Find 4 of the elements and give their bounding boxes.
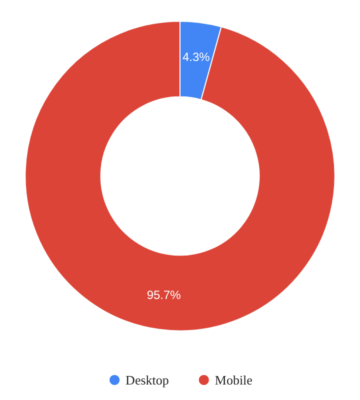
legend-label: Mobile bbox=[214, 372, 253, 388]
legend-label: Desktop bbox=[126, 372, 169, 388]
data-label: 95.7% bbox=[146, 288, 182, 302]
data-label: 4.3% bbox=[182, 50, 210, 64]
